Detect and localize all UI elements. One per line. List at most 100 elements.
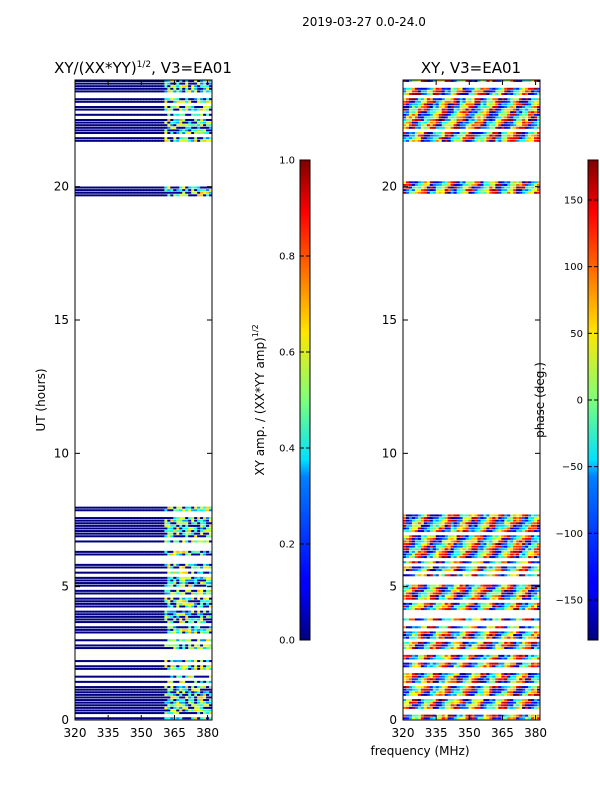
heatmap-cell: [495, 553, 499, 556]
heatmap-cell: [101, 589, 106, 592]
heatmap-cell: [167, 628, 171, 631]
heatmap-cell: [441, 537, 446, 540]
heatmap-cell: [456, 602, 460, 605]
heatmap-cell: [149, 665, 153, 668]
heatmap-cell: [137, 631, 141, 634]
heatmap-cell: [206, 712, 210, 715]
heatmap-cell: [209, 647, 212, 650]
heatmap-cell: [125, 709, 130, 712]
heatmap-cell: [104, 660, 109, 663]
heatmap-cell: [411, 605, 416, 608]
heatmap-cell: [140, 576, 144, 579]
heatmap-cell: [477, 527, 481, 530]
heatmap-cell: [92, 628, 97, 631]
heatmap-cell: [155, 621, 159, 624]
heatmap-cell: [441, 561, 446, 564]
heatmap-cell: [486, 597, 490, 600]
heatmap-cell: [146, 530, 150, 533]
heatmap-cell: [161, 628, 165, 631]
heatmap-cell: [197, 98, 201, 101]
heatmap-cell: [459, 522, 463, 525]
heatmap-cell: [101, 186, 106, 189]
heatmap-cell: [432, 574, 437, 577]
heatmap-cell: [465, 589, 469, 592]
heatmap-cell: [519, 584, 523, 587]
heatmap-cell: [185, 631, 189, 634]
heatmap-cell: [179, 506, 183, 509]
heatmap-cell: [456, 626, 460, 629]
heatmap-cell: [432, 524, 437, 527]
heatmap-cell: [140, 686, 144, 689]
heatmap-cell: [197, 566, 201, 569]
heatmap-cell: [182, 566, 186, 569]
heatmap-cell: [140, 579, 144, 582]
heatmap-cell: [462, 561, 466, 564]
heatmap-cell: [492, 540, 496, 543]
heatmap-cell: [131, 660, 135, 663]
heatmap-cell: [191, 717, 195, 720]
heatmap-cell: [86, 571, 91, 574]
heatmap-cell: [149, 129, 153, 132]
heatmap-cell: [495, 545, 499, 548]
heatmap-cell: [164, 613, 168, 616]
heatmap-cell: [408, 553, 413, 556]
heatmap-cell: [152, 680, 156, 683]
heatmap-cell: [113, 90, 118, 93]
heatmap-cell: [480, 553, 484, 556]
heatmap-cell: [149, 660, 153, 663]
heatmap-cell: [164, 186, 168, 189]
heatmap-cell: [104, 639, 109, 642]
heatmap-cell: [188, 108, 192, 111]
heatmap-cell: [176, 610, 180, 613]
heatmap-cell: [86, 665, 91, 668]
heatmap-cell: [453, 524, 458, 527]
heatmap-cell: [122, 132, 127, 134]
heatmap-cell: [122, 600, 127, 603]
heatmap-cell: [408, 543, 413, 546]
heatmap-cell: [128, 550, 132, 553]
heatmap-cell: [209, 571, 212, 574]
heatmap-cell: [167, 644, 171, 647]
heatmap-cell: [131, 553, 135, 556]
heatmap-cell: [101, 550, 106, 553]
heatmap-cell: [143, 660, 147, 663]
heatmap-cell: [131, 665, 135, 668]
heatmap-cell: [179, 137, 183, 140]
heatmap-cell: [429, 556, 434, 559]
heatmap-cell: [95, 506, 100, 509]
heatmap-cell: [486, 519, 490, 522]
heatmap-cell: [158, 709, 162, 712]
heatmap-cell: [185, 647, 189, 650]
heatmap-cell: [480, 592, 484, 595]
heatmap-cell: [197, 680, 201, 683]
heatmap-cell: [209, 106, 212, 108]
heatmap-cell: [86, 704, 91, 707]
heatmap-cell: [149, 688, 153, 691]
heatmap-cell: [167, 80, 171, 82]
heatmap-cell: [200, 597, 204, 600]
heatmap-cell: [480, 618, 484, 621]
heatmap-cell: [92, 563, 97, 566]
heatmap-cell: [173, 121, 177, 124]
heatmap-cell: [75, 686, 79, 689]
heatmap-cell: [77, 675, 82, 678]
heatmap-cell: [185, 675, 189, 678]
heatmap-cell: [101, 566, 106, 569]
heatmap-cell: [122, 631, 127, 634]
heatmap-cell: [182, 686, 186, 689]
heatmap-cell: [200, 639, 204, 642]
heatmap-cell: [104, 704, 109, 707]
heatmap-cell: [182, 87, 186, 90]
heatmap-cell: [110, 540, 115, 543]
heatmap-cell: [426, 626, 431, 629]
heatmap-cell: [125, 87, 130, 90]
heatmap-cell: [197, 644, 201, 647]
heatmap-cell: [89, 87, 94, 90]
heatmap-cell: [480, 597, 484, 600]
heatmap-cell: [77, 665, 82, 668]
heatmap-cell: [149, 610, 153, 613]
heatmap-cell: [209, 80, 212, 82]
heatmap-cell: [447, 561, 452, 564]
heatmap-cell: [522, 584, 526, 587]
